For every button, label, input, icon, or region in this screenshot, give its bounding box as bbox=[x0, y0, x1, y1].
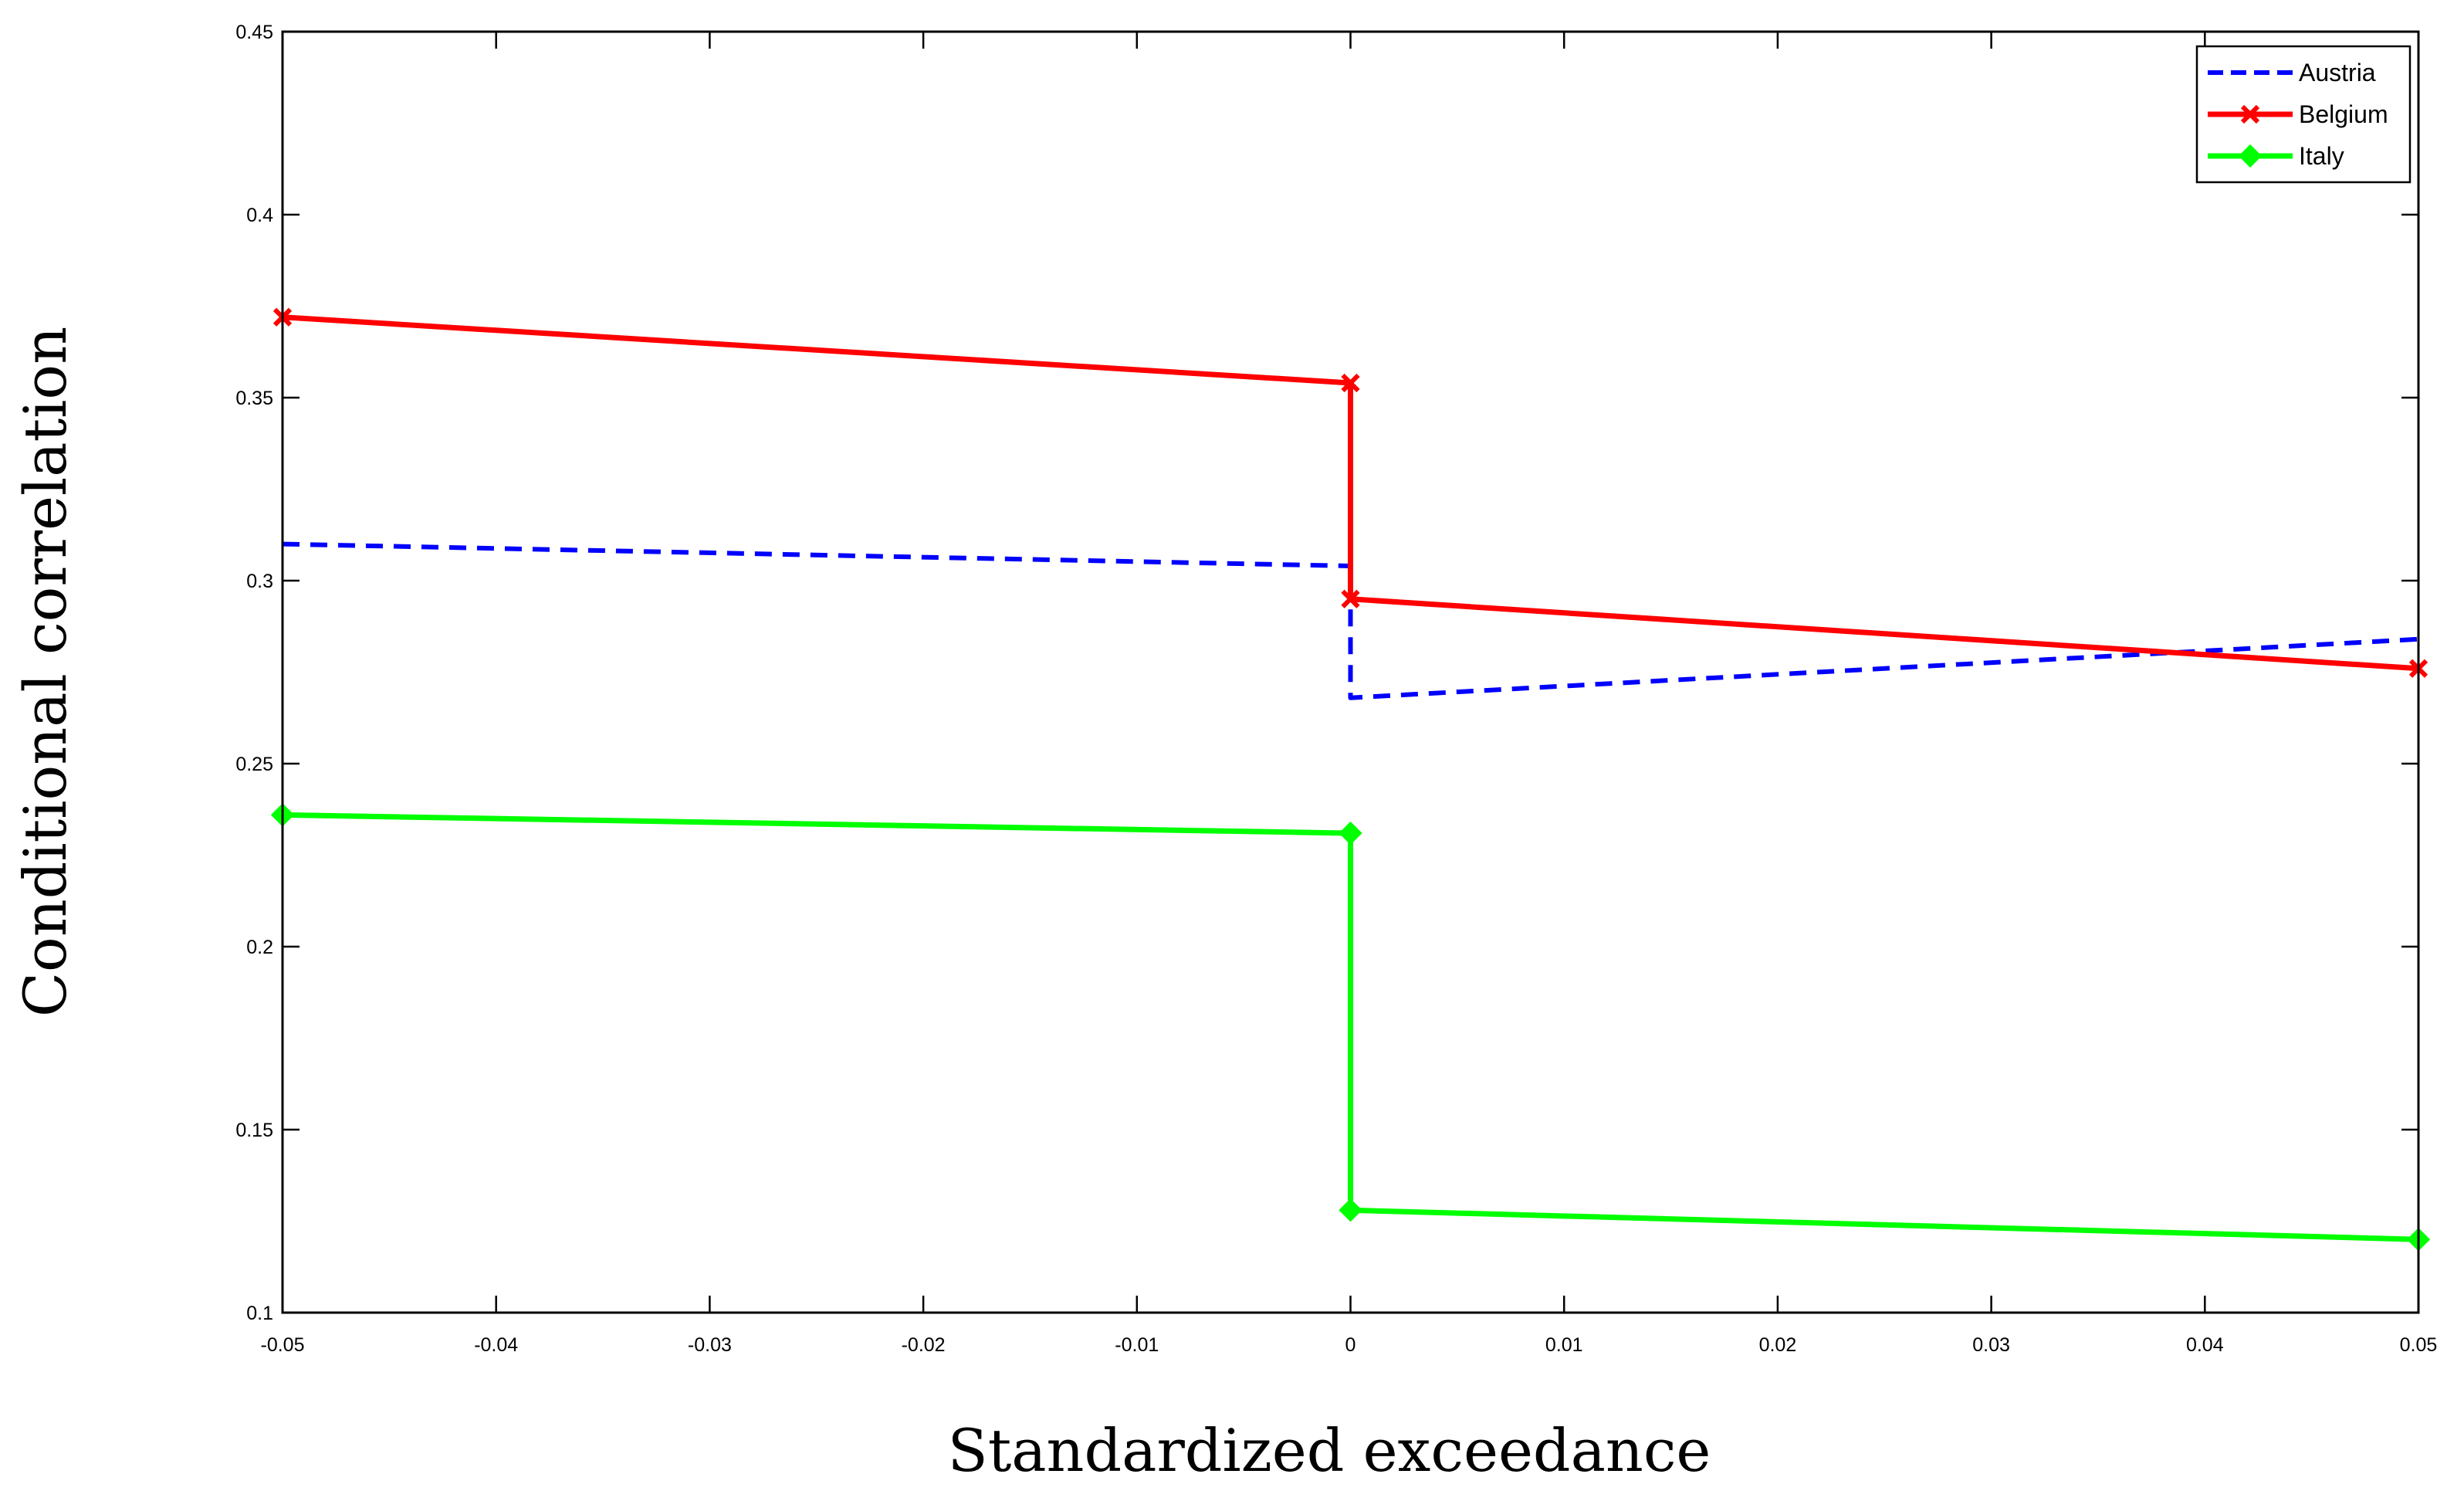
y-tick-label: 0.2 bbox=[246, 937, 273, 958]
legend-marker-italy bbox=[2238, 144, 2263, 168]
legend-label-italy: Italy bbox=[2299, 142, 2344, 170]
x-axis-title: Standardized exceedance bbox=[948, 1416, 1711, 1485]
series-layer bbox=[270, 307, 2431, 1252]
legend-marker-belgium bbox=[2240, 104, 2260, 124]
y-tick-label: 0.45 bbox=[235, 22, 273, 43]
y-tick-label: 0.35 bbox=[235, 388, 273, 409]
legend-label-austria: Austria bbox=[2299, 59, 2376, 86]
y-tick-label: 0.4 bbox=[246, 205, 273, 226]
data-point-belgium bbox=[1341, 373, 1360, 393]
series-line-belgium bbox=[282, 314, 2419, 672]
data-point-italy bbox=[1339, 821, 1362, 845]
y-tick-label: 0.1 bbox=[246, 1303, 273, 1324]
y-tick-label: 0.3 bbox=[246, 571, 273, 592]
legend: Austria Belgium Italy bbox=[2195, 45, 2412, 184]
x-tick-label: -0.05 bbox=[261, 1334, 305, 1356]
y-axis-title: Conditional correlation bbox=[11, 327, 80, 1017]
x-tick-label: 0.01 bbox=[1545, 1334, 1583, 1356]
x-tick-label: 0.05 bbox=[2400, 1334, 2438, 1356]
series-line-austria bbox=[282, 541, 2419, 700]
data-point-belgium bbox=[1341, 589, 1360, 608]
series-line-italy bbox=[282, 812, 2419, 1242]
x-tick-label: 0.02 bbox=[1759, 1334, 1797, 1356]
series-austria bbox=[282, 541, 2419, 700]
plot-area-frame bbox=[281, 30, 2420, 1314]
legend-label-belgium: Belgium bbox=[2299, 100, 2388, 128]
x-tick-label: -0.03 bbox=[688, 1334, 732, 1356]
x-tick-label: 0.04 bbox=[2186, 1334, 2224, 1356]
data-point-italy bbox=[1339, 1198, 1362, 1222]
x-tick-label: 0 bbox=[1345, 1334, 1356, 1356]
y-tick-label: 0.25 bbox=[235, 754, 273, 775]
x-tick-label: -0.01 bbox=[1115, 1334, 1159, 1356]
x-tick-label: -0.02 bbox=[902, 1334, 946, 1356]
y-tick-label: 0.15 bbox=[235, 1120, 273, 1141]
x-tick-label: -0.04 bbox=[474, 1334, 518, 1356]
x-tick-label: 0.03 bbox=[1972, 1334, 2010, 1356]
ticks-layer: -0.05 -0.04 -0.03 -0.02 -0.01 0 0.01 0.02 0.03 0.… bbox=[235, 22, 2437, 1356]
